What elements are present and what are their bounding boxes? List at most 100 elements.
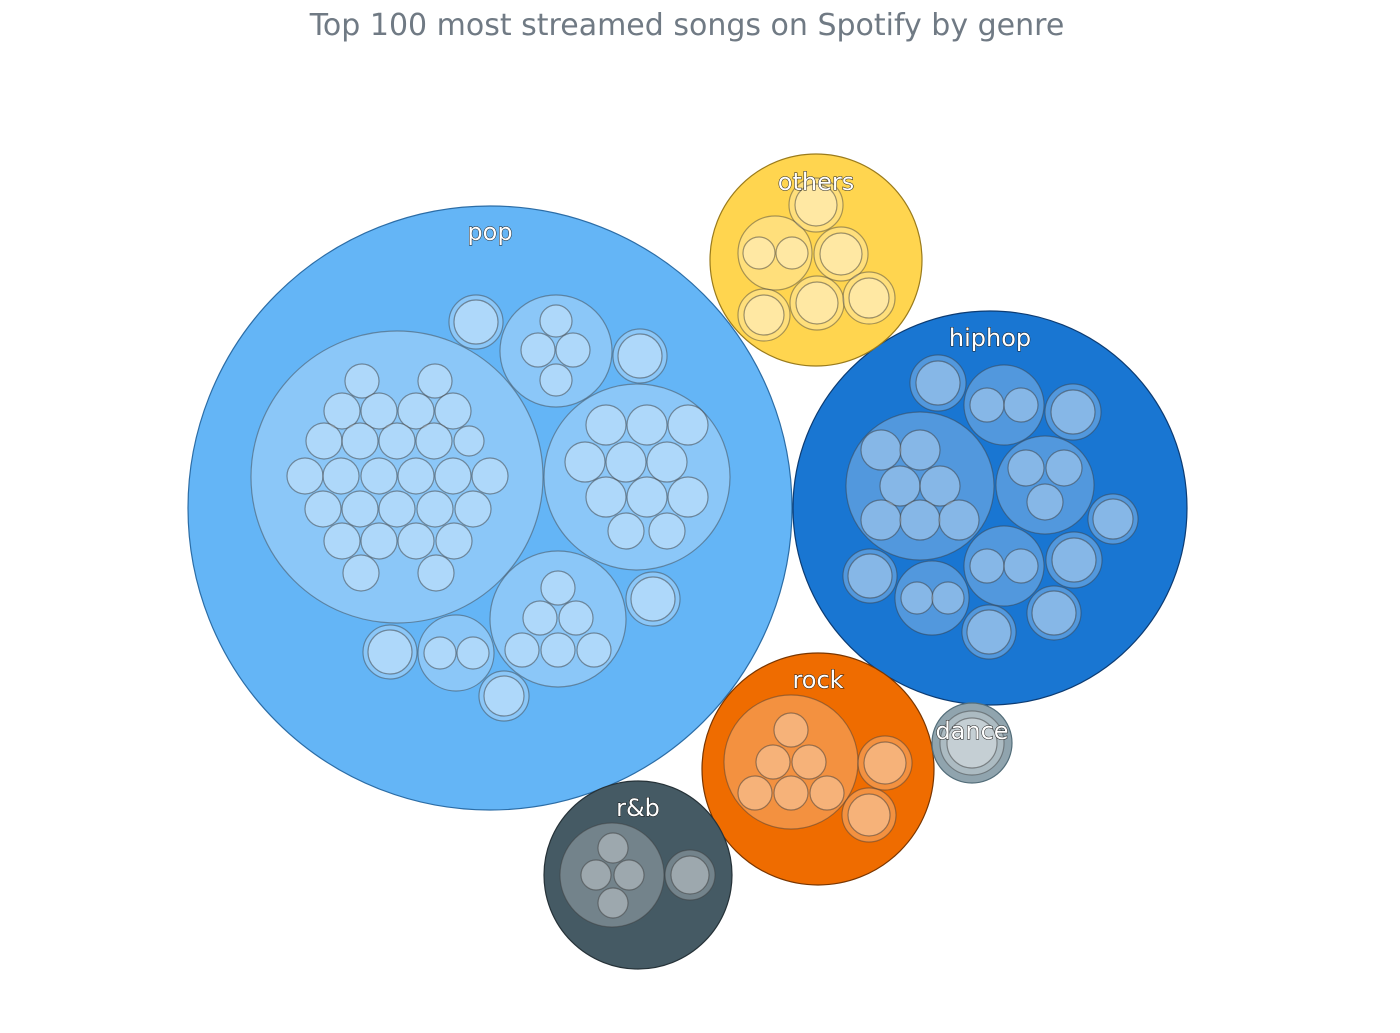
artist-bubble-others[interactable] [842, 271, 896, 325]
song-bubble-pop[interactable] [360, 522, 398, 560]
song-bubble-pop[interactable] [423, 636, 457, 670]
song-bubble-others[interactable] [742, 236, 776, 270]
song-bubble-pop[interactable] [555, 332, 591, 368]
song-bubble-pop[interactable] [454, 490, 492, 528]
song-bubble-rock[interactable] [863, 741, 907, 785]
song-bubble-pop[interactable] [342, 554, 380, 592]
song-bubble-rnb[interactable] [613, 859, 645, 891]
song-bubble-hiphop[interactable] [915, 360, 961, 406]
artist-bubble-rock[interactable] [857, 735, 913, 791]
song-bubble-hiphop[interactable] [1045, 449, 1083, 487]
song-bubble-rock[interactable] [773, 775, 809, 811]
song-bubble-rnb[interactable] [597, 832, 629, 864]
song-bubble-pop[interactable] [415, 422, 453, 460]
song-bubble-others[interactable] [795, 281, 839, 325]
song-bubble-pop[interactable] [576, 632, 612, 668]
song-bubble-pop[interactable] [626, 476, 668, 518]
artist-bubble-hiphop[interactable] [1045, 531, 1103, 589]
song-bubble-others[interactable] [848, 277, 890, 319]
song-bubble-pop[interactable] [322, 457, 360, 495]
song-bubble-pop[interactable] [504, 632, 540, 668]
song-bubble-others[interactable] [819, 232, 863, 276]
song-bubble-pop[interactable] [646, 441, 688, 483]
song-bubble-pop[interactable] [367, 629, 413, 675]
artist-bubble-others[interactable] [737, 288, 791, 342]
song-bubble-pop[interactable] [667, 404, 709, 446]
artist-bubble-pop[interactable] [448, 294, 504, 350]
song-bubble-hiphop[interactable] [919, 465, 961, 507]
song-bubble-pop[interactable] [667, 476, 709, 518]
artist-bubble-dance[interactable] [939, 710, 1005, 776]
song-bubble-pop[interactable] [434, 457, 472, 495]
song-bubble-rnb[interactable] [670, 855, 710, 895]
song-bubble-others[interactable] [775, 236, 809, 270]
song-bubble-pop[interactable] [397, 457, 435, 495]
artist-bubble-others[interactable] [788, 177, 844, 233]
song-bubble-hiphop[interactable] [1031, 590, 1077, 636]
song-bubble-pop[interactable] [648, 512, 686, 550]
artist-bubble-pop[interactable] [612, 328, 668, 384]
genre-bubble-others[interactable] [709, 153, 923, 367]
song-bubble-rnb[interactable] [580, 859, 612, 891]
song-bubble-hiphop[interactable] [900, 581, 934, 615]
song-bubble-rock[interactable] [755, 744, 791, 780]
song-bubble-pop[interactable] [341, 422, 379, 460]
song-bubble-hiphop[interactable] [860, 429, 902, 471]
artist-bubble-pop[interactable] [489, 550, 627, 688]
song-bubble-hiphop[interactable] [1092, 498, 1134, 540]
song-bubble-pop[interactable] [416, 490, 454, 528]
artist-bubble-rock[interactable] [723, 694, 859, 830]
artist-bubble-rock[interactable] [841, 787, 897, 843]
song-bubble-hiphop[interactable] [847, 553, 893, 599]
song-bubble-pop[interactable] [323, 392, 361, 430]
song-bubble-hiphop[interactable] [1003, 387, 1039, 423]
song-bubble-pop[interactable] [397, 522, 435, 560]
song-bubble-pop[interactable] [453, 299, 499, 345]
song-bubble-pop[interactable] [456, 636, 490, 670]
song-bubble-rock[interactable] [847, 793, 891, 837]
song-bubble-pop[interactable] [483, 675, 525, 717]
genre-bubble-rock[interactable] [701, 652, 935, 886]
song-bubble-pop[interactable] [434, 392, 472, 430]
artist-bubble-hiphop[interactable] [1044, 383, 1102, 441]
song-bubble-pop[interactable] [471, 457, 509, 495]
artist-bubble-hiphop[interactable] [1087, 493, 1139, 545]
song-bubble-hiphop[interactable] [966, 609, 1012, 655]
song-bubble-hiphop[interactable] [899, 499, 941, 541]
song-bubble-pop[interactable] [564, 441, 606, 483]
artist-bubble-hiphop[interactable] [1026, 585, 1082, 641]
song-bubble-pop[interactable] [540, 570, 576, 606]
song-bubble-pop[interactable] [341, 490, 379, 528]
song-bubble-dance[interactable] [946, 717, 998, 769]
song-bubble-others[interactable] [794, 183, 838, 227]
song-bubble-hiphop[interactable] [1007, 449, 1045, 487]
song-bubble-pop[interactable] [617, 333, 663, 379]
song-bubble-hiphop[interactable] [860, 499, 902, 541]
song-bubble-hiphop[interactable] [879, 465, 921, 507]
artist-bubble-hiphop[interactable] [961, 604, 1017, 660]
artist-bubble-others[interactable] [789, 275, 845, 331]
song-bubble-hiphop[interactable] [1051, 537, 1097, 583]
song-bubble-rock[interactable] [737, 775, 773, 811]
song-bubble-rock[interactable] [773, 712, 809, 748]
genre-bubble-rnb[interactable] [543, 780, 733, 970]
song-bubble-pop[interactable] [344, 363, 380, 399]
song-bubble-pop[interactable] [540, 632, 576, 668]
song-bubble-pop[interactable] [417, 363, 453, 399]
song-bubble-pop[interactable] [435, 522, 473, 560]
song-bubble-rnb[interactable] [597, 887, 629, 919]
artist-bubble-pop[interactable] [362, 624, 418, 680]
artist-bubble-hiphop[interactable] [995, 435, 1095, 535]
song-bubble-rock[interactable] [809, 775, 845, 811]
song-bubble-pop[interactable] [626, 404, 668, 446]
genre-bubble-hiphop[interactable] [792, 310, 1188, 706]
song-bubble-rock[interactable] [791, 744, 827, 780]
artist-bubble-hiphop[interactable] [909, 354, 967, 412]
song-bubble-pop[interactable] [585, 476, 627, 518]
song-bubble-pop[interactable] [630, 576, 676, 622]
song-bubble-pop[interactable] [453, 425, 485, 457]
song-bubble-pop[interactable] [585, 404, 627, 446]
song-bubble-pop[interactable] [286, 457, 324, 495]
song-bubble-others[interactable] [743, 294, 785, 336]
song-bubble-hiphop[interactable] [931, 581, 965, 615]
